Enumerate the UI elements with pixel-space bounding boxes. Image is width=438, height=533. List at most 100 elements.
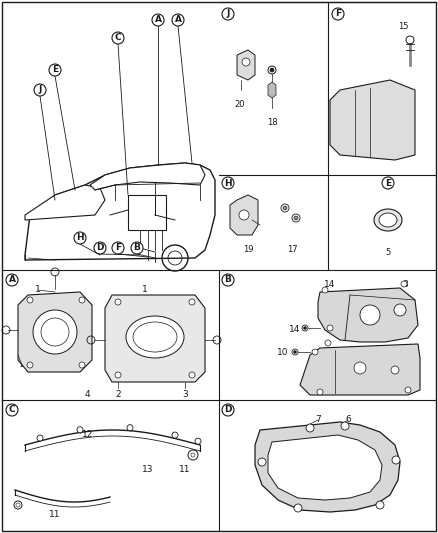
Text: 17: 17 xyxy=(287,245,297,254)
Text: 13: 13 xyxy=(142,465,154,474)
Text: 2: 2 xyxy=(115,390,121,399)
Circle shape xyxy=(127,425,133,431)
Text: J: J xyxy=(38,85,42,94)
Circle shape xyxy=(239,210,249,220)
Circle shape xyxy=(74,232,86,244)
Circle shape xyxy=(242,58,250,66)
Circle shape xyxy=(94,242,106,254)
Circle shape xyxy=(325,340,331,346)
Text: 2: 2 xyxy=(19,360,25,369)
Circle shape xyxy=(376,501,384,509)
Circle shape xyxy=(306,424,314,432)
Ellipse shape xyxy=(126,316,184,358)
Circle shape xyxy=(283,206,287,210)
Circle shape xyxy=(222,404,234,416)
Circle shape xyxy=(322,287,328,293)
Polygon shape xyxy=(90,163,205,190)
Text: B: B xyxy=(225,276,231,285)
Circle shape xyxy=(34,84,46,96)
Circle shape xyxy=(115,299,121,305)
Circle shape xyxy=(341,422,349,430)
Circle shape xyxy=(222,8,234,20)
Text: B: B xyxy=(134,244,141,253)
Text: 20: 20 xyxy=(235,100,245,109)
Circle shape xyxy=(317,389,323,395)
Text: 4: 4 xyxy=(84,390,90,399)
Polygon shape xyxy=(318,288,418,342)
Circle shape xyxy=(222,177,234,189)
Circle shape xyxy=(405,387,411,393)
Bar xyxy=(128,195,166,230)
Circle shape xyxy=(195,438,201,444)
Text: A: A xyxy=(155,15,162,25)
Polygon shape xyxy=(25,163,215,260)
Text: D: D xyxy=(224,406,232,415)
Text: 9: 9 xyxy=(387,388,393,397)
Circle shape xyxy=(152,14,164,26)
Circle shape xyxy=(77,427,83,433)
Circle shape xyxy=(293,351,297,353)
Circle shape xyxy=(172,432,178,438)
Circle shape xyxy=(112,32,124,44)
Text: 11: 11 xyxy=(49,510,61,519)
Polygon shape xyxy=(255,422,400,512)
Circle shape xyxy=(401,281,407,287)
Text: H: H xyxy=(76,233,84,243)
Text: E: E xyxy=(52,66,58,75)
Text: 10: 10 xyxy=(277,348,289,357)
Polygon shape xyxy=(230,195,258,235)
Circle shape xyxy=(6,404,18,416)
Text: 16: 16 xyxy=(400,110,410,119)
Circle shape xyxy=(394,304,406,316)
Text: F: F xyxy=(115,244,121,253)
Ellipse shape xyxy=(374,209,402,231)
Text: 14: 14 xyxy=(324,280,336,289)
Text: E: E xyxy=(385,179,391,188)
Text: 14: 14 xyxy=(290,325,301,334)
Text: H: H xyxy=(224,179,232,188)
Circle shape xyxy=(27,297,33,303)
Circle shape xyxy=(392,456,400,464)
Text: A: A xyxy=(174,15,181,25)
Text: C: C xyxy=(9,406,15,415)
Polygon shape xyxy=(330,80,415,160)
Circle shape xyxy=(27,362,33,368)
Circle shape xyxy=(312,349,318,355)
Polygon shape xyxy=(268,82,276,98)
Polygon shape xyxy=(25,185,105,220)
Circle shape xyxy=(222,274,234,286)
Circle shape xyxy=(79,297,85,303)
Text: 18: 18 xyxy=(267,118,277,127)
Circle shape xyxy=(115,372,121,378)
Text: D: D xyxy=(96,244,104,253)
Circle shape xyxy=(294,504,302,512)
Text: C: C xyxy=(115,34,121,43)
Circle shape xyxy=(294,216,298,220)
Circle shape xyxy=(33,310,77,354)
Circle shape xyxy=(258,458,266,466)
Circle shape xyxy=(327,325,333,331)
Circle shape xyxy=(79,362,85,368)
Circle shape xyxy=(49,64,61,76)
Circle shape xyxy=(6,274,18,286)
Text: 6: 6 xyxy=(345,415,351,424)
Circle shape xyxy=(37,435,43,441)
Circle shape xyxy=(189,372,195,378)
Circle shape xyxy=(382,177,394,189)
Circle shape xyxy=(360,305,380,325)
Polygon shape xyxy=(105,295,205,382)
Polygon shape xyxy=(300,344,420,395)
Circle shape xyxy=(354,362,366,374)
Circle shape xyxy=(172,14,184,26)
Circle shape xyxy=(112,242,124,254)
Text: 7: 7 xyxy=(315,415,321,424)
Circle shape xyxy=(270,68,274,72)
Circle shape xyxy=(332,8,344,20)
Polygon shape xyxy=(268,435,382,500)
Ellipse shape xyxy=(379,213,397,227)
Circle shape xyxy=(189,299,195,305)
Polygon shape xyxy=(237,50,255,80)
Text: 1: 1 xyxy=(142,285,148,294)
Text: 11: 11 xyxy=(179,465,191,474)
Circle shape xyxy=(304,327,307,329)
